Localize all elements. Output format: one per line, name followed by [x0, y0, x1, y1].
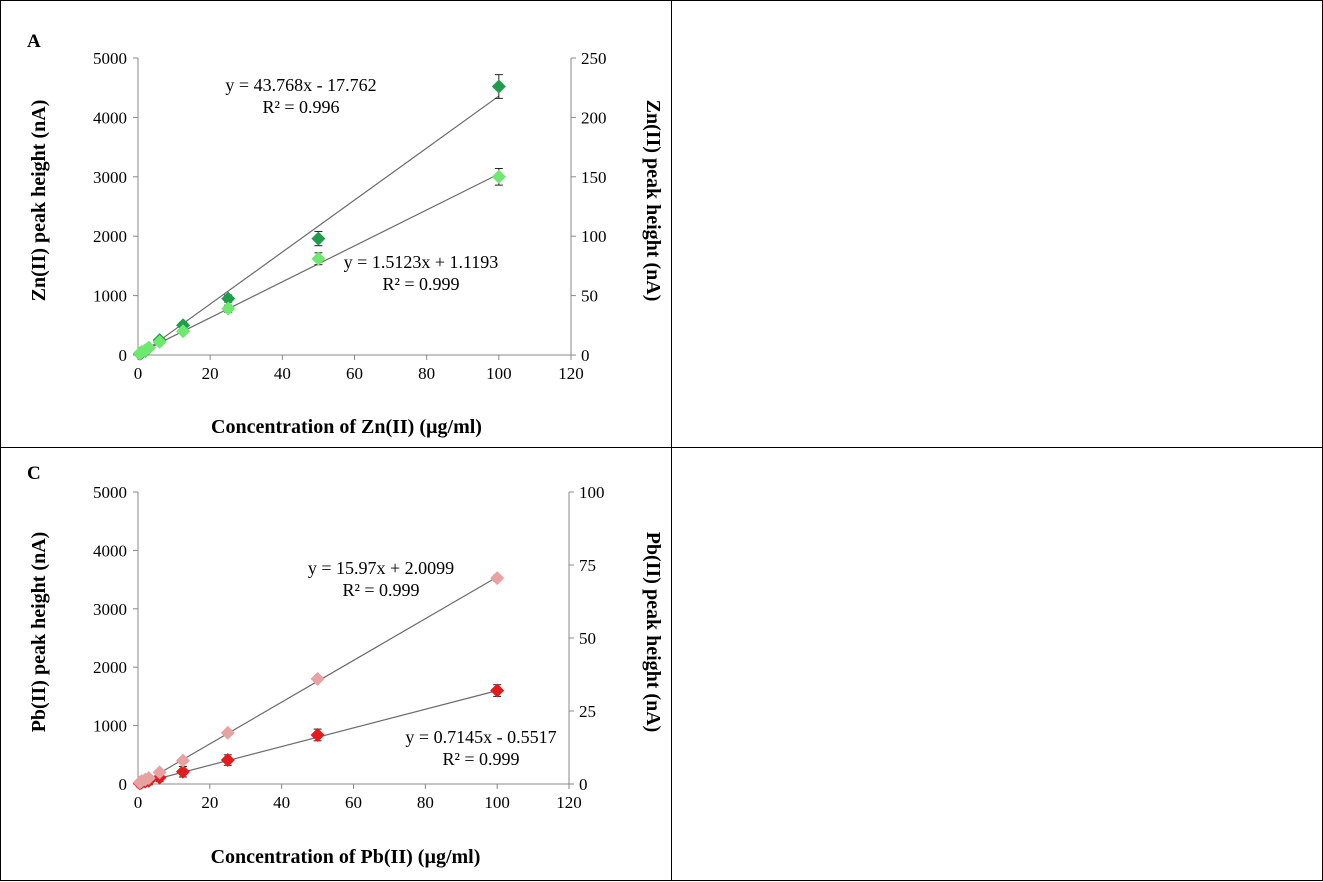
y-tick-label-a: 4000	[93, 108, 127, 127]
x-tick-label-a: 100	[486, 364, 512, 383]
y2-tick-label-c: 25	[579, 702, 596, 721]
data-point-a-right	[141, 340, 156, 355]
data-point-c-left	[220, 753, 235, 768]
equation-label-c-left: y = 15.97x + 2.0099	[308, 558, 454, 578]
equation-label-a-right: y = 1.5123x + 1.1193	[344, 252, 499, 272]
data-point-c-right	[141, 771, 156, 786]
y-tick-label-a: 3000	[93, 168, 127, 187]
data-point-c-right	[310, 671, 325, 686]
x-axis-label-a: Concentration of Zn(II) (µg/ml)	[211, 416, 482, 438]
y-tick-label-c: 1000	[93, 717, 127, 736]
y2-tick-label-a: 100	[581, 227, 607, 246]
y-tick-label-c: 2000	[93, 658, 127, 677]
y-tick-label-a: 2000	[93, 227, 127, 246]
y-tick-label-c: 4000	[93, 541, 127, 560]
chart-d: D020406080100120010002000300040005000020…	[672, 448, 1323, 882]
y2-tick-label-a: 150	[581, 168, 607, 187]
y2-axis-label-a: Zn(II) peak height (nA)	[642, 100, 664, 302]
x-tick-label-a: 0	[134, 364, 143, 383]
x-tick-label-c: 0	[134, 793, 143, 812]
x-axis-label-c: Concentration of Pb(II) (µg/ml)	[211, 846, 481, 868]
y2-tick-label-a: 250	[581, 49, 607, 68]
data-point-a-right	[221, 301, 236, 316]
data-point-c-right	[152, 765, 167, 780]
x-tick-label-c: 60	[345, 793, 362, 812]
x-tick-label-c: 100	[484, 793, 510, 812]
y-tick-label-c: 3000	[93, 600, 127, 619]
data-point-a-left	[311, 231, 326, 246]
y2-tick-label-a: 200	[581, 108, 607, 127]
data-point-a-right	[152, 334, 167, 349]
data-point-a-left	[491, 79, 506, 94]
chart-b: B020406080100120010002000300040005000025…	[672, 1, 1323, 449]
r2-label-c-right: R² = 0.999	[442, 749, 519, 769]
y-tick-label-c: 0	[119, 775, 128, 794]
chart-a: A0 20 40 60 80 100 120010002000300040005000050…	[27, 31, 664, 438]
x-tick-label-c: 120	[556, 793, 582, 812]
x-tick-label-a: 20	[202, 364, 219, 383]
data-point-c-right	[490, 571, 505, 586]
y-tick-label-a: 0	[119, 346, 128, 365]
x-tick-label-a: 60	[346, 364, 363, 383]
x-tick-label-c: 80	[417, 793, 434, 812]
y2-tick-label-c: 75	[579, 556, 596, 575]
y-axis-label-c: Pb(II) peak height (nA)	[28, 532, 50, 733]
x-tick-label-a: 80	[418, 364, 435, 383]
y-tick-label-a: 5000	[93, 49, 127, 68]
y2-tick-label-a: 0	[581, 346, 590, 365]
y2-tick-label-c: 100	[579, 483, 605, 502]
y2-tick-label-a: 50	[581, 287, 598, 306]
y2-tick-label-c: 50	[579, 629, 596, 648]
fit-line-a-left	[137, 95, 500, 357]
data-point-c-left	[310, 727, 325, 742]
y2-tick-label-c: 0	[579, 775, 588, 794]
panel-label-c: C	[27, 463, 41, 484]
x-tick-label-c: 20	[201, 793, 218, 812]
panel-a: A 0 20 40 60 80 100 120 0 1000 2000 3000 4000 5000 0 50…	[0, 0, 672, 448]
equation-label-c-right: y = 0.7145x - 0.5517	[405, 727, 556, 747]
data-point-c-right	[220, 725, 235, 740]
r2-label-a-left: R² = 0.996	[262, 97, 339, 117]
panel-label-a: A	[27, 31, 41, 52]
r2-label-a-right: R² = 0.999	[382, 274, 459, 294]
panel-d: D020406080100120010002000300040005000020…	[671, 447, 1323, 881]
x-tick-label-a: 40	[274, 364, 291, 383]
chart-c: C0 20 40 60 80 100 120010002000300040005000025…	[27, 463, 664, 868]
data-point-a-right	[491, 169, 506, 184]
equation-label-a-left: y = 43.768x - 17.762	[225, 75, 376, 95]
y-tick-label-a: 1000	[93, 287, 127, 306]
data-point-c-left	[490, 683, 505, 698]
data-point-a-left	[221, 291, 236, 306]
data-point-a-right	[311, 251, 326, 266]
data-point-c-right	[175, 753, 190, 768]
data-point-c-left	[175, 764, 190, 779]
panel-b: B020406080100120010002000300040005000025…	[671, 0, 1323, 448]
y-tick-label-c: 5000	[93, 483, 127, 502]
x-tick-label-c: 40	[273, 793, 290, 812]
panel-c: C 0 20 40 60 80 100 120 0 1000 2000 3000 4000 5000 0 25…	[0, 447, 672, 881]
x-tick-label-a: 120	[558, 364, 584, 383]
data-point-a-right	[176, 324, 191, 339]
y2-axis-label-c: Pb(II) peak height (nA)	[642, 532, 664, 733]
r2-label-c-left: R² = 0.999	[342, 580, 419, 600]
y-axis-label-a: Zn(II) peak height (nA)	[28, 100, 50, 302]
